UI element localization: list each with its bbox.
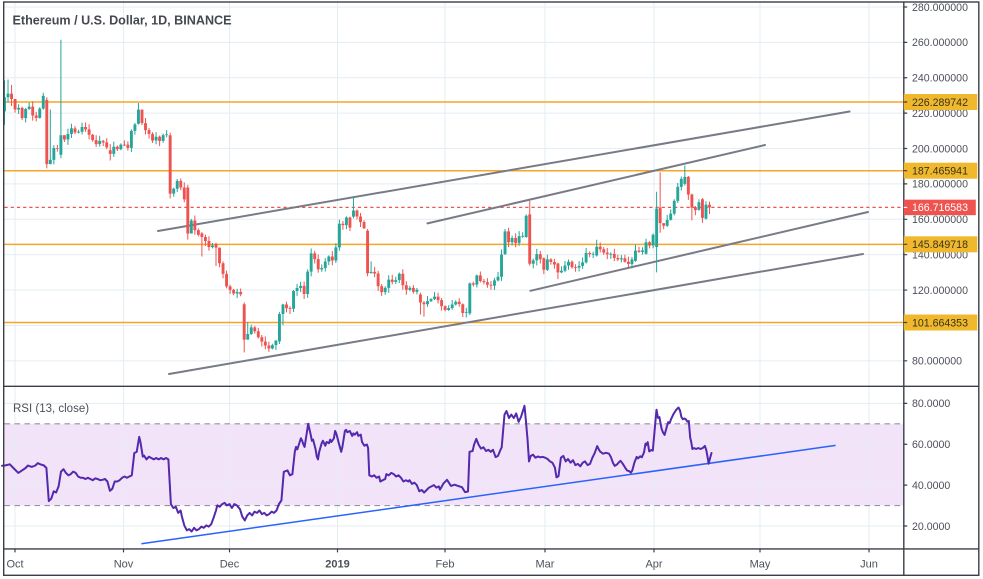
svg-text:220.000000: 220.000000 xyxy=(912,108,968,120)
svg-text:260.000000: 260.000000 xyxy=(912,37,968,49)
svg-text:140.000000: 140.000000 xyxy=(912,249,968,261)
svg-text:Nov: Nov xyxy=(114,559,134,571)
svg-text:Dec: Dec xyxy=(220,559,240,571)
svg-text:145.849718: 145.849718 xyxy=(912,239,968,251)
svg-text:226.289742: 226.289742 xyxy=(912,97,968,109)
svg-text:RSI (13, close): RSI (13, close) xyxy=(13,403,89,415)
svg-text:240.000000: 240.000000 xyxy=(912,73,968,85)
svg-text:Jun: Jun xyxy=(860,559,878,571)
svg-text:Mar: Mar xyxy=(536,559,555,571)
svg-text:20.0000: 20.0000 xyxy=(912,521,950,533)
svg-text:200.000000: 200.000000 xyxy=(912,143,968,155)
svg-text:120.000000: 120.000000 xyxy=(912,285,968,297)
svg-text:180.000000: 180.000000 xyxy=(912,179,968,191)
svg-text:166.716583: 166.716583 xyxy=(912,202,968,214)
svg-text:101.664353: 101.664353 xyxy=(912,317,968,329)
svg-text:May: May xyxy=(750,559,771,571)
svg-text:Oct: Oct xyxy=(6,559,23,571)
svg-text:Ethereum / U.S. Dollar, 1D, BI: Ethereum / U.S. Dollar, 1D, BINANCE xyxy=(13,14,232,28)
svg-text:280.000000: 280.000000 xyxy=(912,2,968,14)
svg-text:187.465941: 187.465941 xyxy=(912,166,968,178)
svg-text:Feb: Feb xyxy=(436,559,455,571)
svg-text:2019: 2019 xyxy=(325,559,349,571)
svg-text:80.000000: 80.000000 xyxy=(912,356,962,368)
svg-text:80.0000: 80.0000 xyxy=(912,398,950,410)
svg-text:Apr: Apr xyxy=(645,559,662,571)
svg-text:40.0000: 40.0000 xyxy=(912,480,950,492)
svg-text:160.000000: 160.000000 xyxy=(912,214,968,226)
svg-text:60.0000: 60.0000 xyxy=(912,439,950,451)
